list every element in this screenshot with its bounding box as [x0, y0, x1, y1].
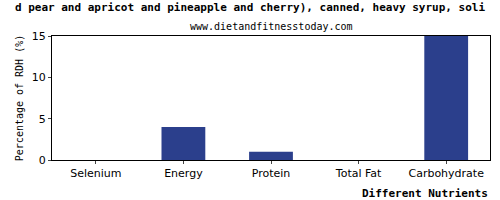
- svg-text:d pear and apricot and pineapp: d pear and apricot and pineapple and che…: [15, 1, 486, 14]
- svg-text:Percentage of RDH (%): Percentage of RDH (%): [14, 35, 25, 161]
- svg-text:www.dietandfitnesstoday.com: www.dietandfitnesstoday.com: [190, 21, 353, 32]
- svg-text:15: 15: [32, 30, 46, 43]
- svg-text:0: 0: [39, 154, 46, 167]
- svg-text:Different Nutrients: Different Nutrients: [362, 187, 488, 200]
- svg-text:Selenium: Selenium: [70, 167, 121, 180]
- svg-text:Total Fat: Total Fat: [335, 167, 382, 180]
- svg-text:Energy: Energy: [164, 167, 203, 180]
- svg-text:10: 10: [32, 71, 46, 84]
- svg-text:Carbohydrate: Carbohydrate: [408, 167, 484, 180]
- svg-text:5: 5: [39, 113, 46, 126]
- svg-text:Protein: Protein: [252, 167, 291, 180]
